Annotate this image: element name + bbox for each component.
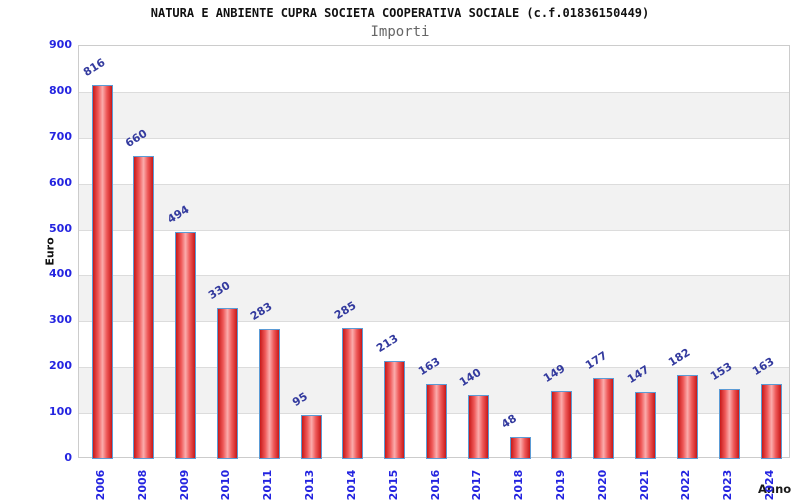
plot-band [79,91,789,138]
x-tick-label: 2020 [595,469,609,500]
plot-area: 816 660 494 330 283 95 285 213 163 140 48 149 177 147… [78,45,790,459]
gridline [79,367,789,368]
bar-value-label: 816 [81,55,108,79]
x-tick-label: 2008 [135,469,149,500]
y-tick-label: 100 [49,405,72,419]
x-tick-label: 2013 [303,469,317,500]
y-tick-label: 400 [49,267,72,281]
bar-2018 [509,436,531,459]
bar-value-label: 182 [666,346,693,370]
bar-2016 [426,384,447,459]
x-tick-label: 2018 [512,469,526,500]
y-tick-label: 800 [49,83,72,97]
y-tick-label: 600 [49,175,72,189]
bar-2010 [216,307,238,459]
gridline [79,138,789,139]
bar-2021 [635,391,657,459]
x-tick-label: 2023 [721,469,735,500]
y-tick-label: 0 [64,451,72,464]
bar-2013 [300,415,322,459]
x-tick-label: 2024 [763,469,776,500]
bar-2008 [133,156,155,459]
bar-value-label: 213 [373,332,401,356]
y-axis-title: Euro [43,237,57,266]
y-tick-label: 200 [49,359,72,373]
gridline [79,230,789,231]
y-tick-label: 300 [49,313,72,327]
x-tick-label: 2016 [428,469,442,500]
x-tick-label: 2015 [386,469,400,500]
gridline [79,92,789,93]
bar-2015 [384,361,406,459]
x-tick-label: 2009 [177,469,191,500]
bar-2022 [676,375,698,459]
plot-band [79,183,789,230]
gridline [79,321,789,322]
x-tick-label: 2010 [219,469,233,500]
x-tick-label: 2006 [94,469,107,500]
bar-2023 [718,388,740,459]
chart-title: NATURA E ANBIENTE CUPRA SOCIETA COOPERAT… [150,6,650,20]
bar-2009 [175,232,197,459]
bar-2024 [760,384,782,459]
x-tick-label: 2021 [637,469,651,500]
bar-2020 [593,377,615,459]
x-axis-title: Anno [758,482,792,496]
y-tick-label: 500 [49,221,72,235]
y-tick-label: 900 [49,38,72,51]
y-tick-label: 700 [49,129,72,143]
gridline [79,184,789,185]
plot-band [79,275,789,322]
x-tick-label: 2014 [344,469,358,500]
bar-2019 [551,390,573,459]
bar-2011 [258,329,280,459]
chart-subtitle: Importi [370,24,430,40]
bar-2014 [342,328,364,459]
x-tick-label: 2022 [679,469,693,500]
gridline [79,275,789,276]
bar-value-label: 48 [499,411,520,431]
x-tick-label: 2011 [261,469,275,500]
bar-2017 [467,394,489,459]
x-tick-label: 2017 [470,469,484,500]
bar-2006 [91,84,113,459]
x-tick-label: 2019 [553,469,567,500]
